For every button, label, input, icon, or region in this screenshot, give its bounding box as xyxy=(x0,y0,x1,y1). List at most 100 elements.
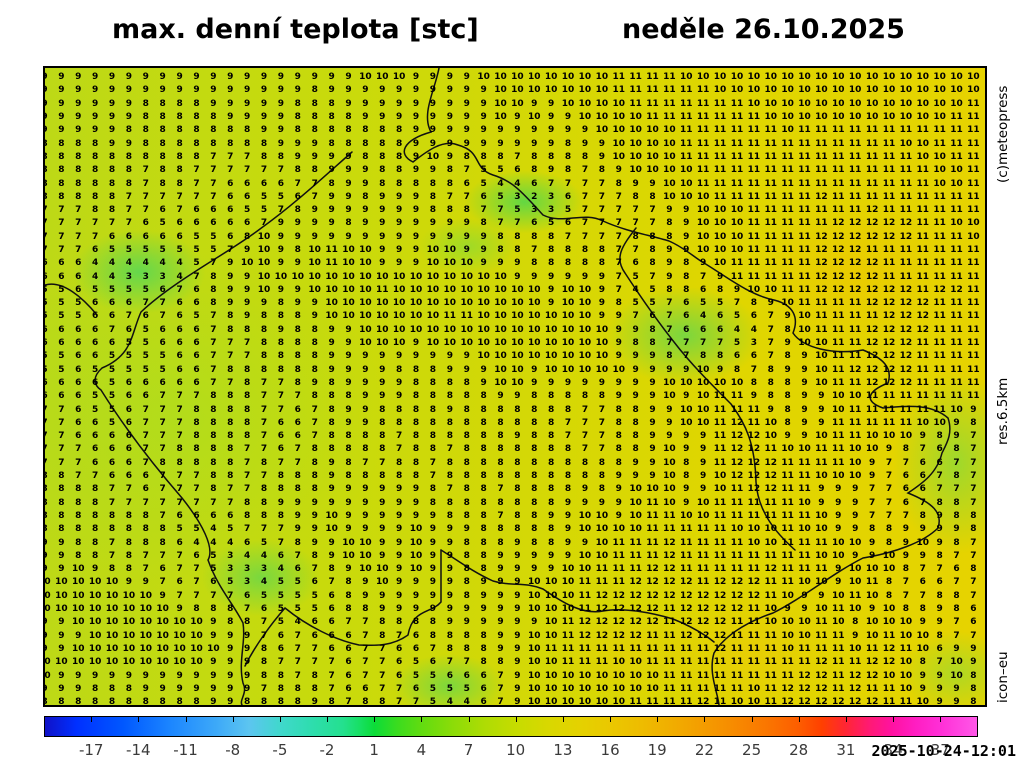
grid-temperature-value: 11 xyxy=(629,550,642,561)
grid-temperature-value: 9 xyxy=(227,98,234,109)
grid-temperature-value: 8 xyxy=(311,351,318,362)
grid-temperature-value: 7 xyxy=(277,537,285,548)
colorbar-tick-mark xyxy=(798,716,800,722)
grid-temperature-value: 11 xyxy=(916,351,930,362)
grid-temperature-value: 10 xyxy=(815,604,828,615)
grid-temperature-value: 9 xyxy=(835,564,842,575)
grid-temperature-value: 10 xyxy=(477,271,490,282)
grid-temperature-value: 8 xyxy=(91,205,99,216)
grid-temperature-value: 5 xyxy=(75,298,82,309)
grid-temperature-value: 7 xyxy=(142,298,149,309)
grid-temperature-value: 8 xyxy=(45,177,53,190)
grid-temperature-value: 10 xyxy=(511,377,524,388)
grid-temperature-value: 10 xyxy=(578,324,592,335)
grid-temperature-value: 11 xyxy=(950,391,963,402)
grid-temperature-value: 10 xyxy=(865,617,879,628)
grid-temperature-value: 11 xyxy=(933,271,946,282)
grid-temperature-value: 6 xyxy=(45,270,53,283)
grid-temperature-value: 10 xyxy=(950,178,963,189)
grid-temperature-value: 10 xyxy=(950,98,963,109)
grid-temperature-value: 10 xyxy=(950,218,963,229)
grid-temperature-value: 8 xyxy=(328,138,335,149)
grid-temperature-value: 8 xyxy=(564,165,572,176)
grid-temperature-value: 8 xyxy=(108,524,116,535)
grid-temperature-value: 10 xyxy=(494,85,507,96)
grid-temperature-value: 11 xyxy=(747,510,761,521)
grid-temperature-value: 10 xyxy=(561,351,575,362)
grid-temperature-value: 9 xyxy=(446,564,453,575)
grid-temperature-value: 9 xyxy=(598,284,605,295)
grid-temperature-value: 4 xyxy=(125,258,133,269)
grid-temperature-value: 10 xyxy=(781,444,794,455)
grid-temperature-value: 11 xyxy=(747,112,761,123)
grid-temperature-value: 11 xyxy=(713,564,727,575)
grid-temperature-value: 8 xyxy=(294,683,301,694)
grid-temperature-value: 11 xyxy=(950,138,963,149)
grid-temperature-value: 6 xyxy=(108,298,116,309)
grid-temperature-value: 11 xyxy=(713,550,727,561)
grid-temperature-value: 10 xyxy=(595,338,609,349)
grid-temperature-value: 11 xyxy=(696,550,710,561)
grid-temperature-value: 11 xyxy=(882,125,896,136)
grid-temperature-value: 11 xyxy=(561,617,575,628)
grid-temperature-value: 6 xyxy=(429,657,437,668)
grid-temperature-value: 9 xyxy=(463,604,470,615)
grid-temperature-value: 9 xyxy=(801,391,808,402)
grid-temperature-value: 9 xyxy=(497,590,504,601)
grid-temperature-value: 9 xyxy=(429,138,437,149)
grid-temperature-value: 9 xyxy=(953,683,960,694)
grid-temperature-value: 11 xyxy=(713,697,727,707)
grid-temperature-value: 9 xyxy=(514,271,521,282)
grid-temperature-value: 9 xyxy=(514,604,521,615)
grid-temperature-value: 9 xyxy=(91,98,99,109)
grid-temperature-value: 12 xyxy=(696,697,710,707)
grid-temperature-value: 11 xyxy=(747,138,761,149)
grid-temperature-value: 12 xyxy=(899,324,913,335)
grid-temperature-value: 10 xyxy=(578,564,592,575)
grid-temperature-value: 9 xyxy=(429,231,437,242)
grid-temperature-value: 8 xyxy=(463,484,470,495)
grid-temperature-value: 5 xyxy=(125,364,133,375)
grid-temperature-value: 9 xyxy=(396,85,403,96)
grid-temperature-value: 11 xyxy=(832,138,845,149)
grid-temperature-value: 9 xyxy=(311,205,318,216)
grid-temperature-value: 10 xyxy=(612,697,625,707)
grid-temperature-value: 11 xyxy=(595,643,609,654)
grid-temperature-value: 9 xyxy=(75,98,82,109)
grid-temperature-value: 8 xyxy=(463,377,470,388)
grid-temperature-value: 6 xyxy=(750,311,757,322)
grid-temperature-value: 7 xyxy=(210,258,217,269)
colorbar-tick-mark xyxy=(704,716,706,722)
grid-temperature-value: 9 xyxy=(548,298,555,309)
grid-temperature-value: 8 xyxy=(45,151,53,164)
grid-temperature-value: 5 xyxy=(210,245,217,255)
grid-temperature-value: 8 xyxy=(548,245,555,255)
grid-temperature-value: 6 xyxy=(294,431,301,442)
grid-temperature-value: 10 xyxy=(561,72,575,83)
grid-temperature-value: 8 xyxy=(159,178,166,189)
grid-temperature-value: 8 xyxy=(227,404,234,415)
grid-temperature-value: 9 xyxy=(429,85,437,96)
grid-temperature-value: 6 xyxy=(277,630,285,641)
grid-temperature-value: 7 xyxy=(176,391,183,402)
grid-temperature-value: 8 xyxy=(936,550,943,561)
grid-temperature-value: 9 xyxy=(227,112,234,123)
grid-temperature-value: 8 xyxy=(902,564,909,575)
grid-temperature-value: 10 xyxy=(257,271,271,282)
grid-temperature-value: 9 xyxy=(210,617,217,628)
grid-temperature-value: 10 xyxy=(815,510,828,521)
colorbar-tick-label: 37 xyxy=(930,741,950,759)
grid-temperature-value: 8 xyxy=(176,165,183,176)
grid-temperature-value: 10 xyxy=(528,85,541,96)
grid-temperature-value: 8 xyxy=(463,404,470,415)
grid-temperature-value: 6 xyxy=(716,311,724,322)
grid-temperature-value: 8 xyxy=(176,112,183,123)
grid-temperature-value: 8 xyxy=(531,524,538,535)
grid-temperature-value: 9 xyxy=(260,72,268,83)
grid-temperature-value: 10 xyxy=(865,630,879,641)
grid-temperature-value: 4 xyxy=(210,524,217,535)
grid-temperature-value: 10 xyxy=(44,670,51,681)
grid-temperature-value: 5 xyxy=(108,377,116,388)
grid-temperature-value: 5 xyxy=(108,351,116,362)
grid-temperature-value: 12 xyxy=(798,697,811,707)
